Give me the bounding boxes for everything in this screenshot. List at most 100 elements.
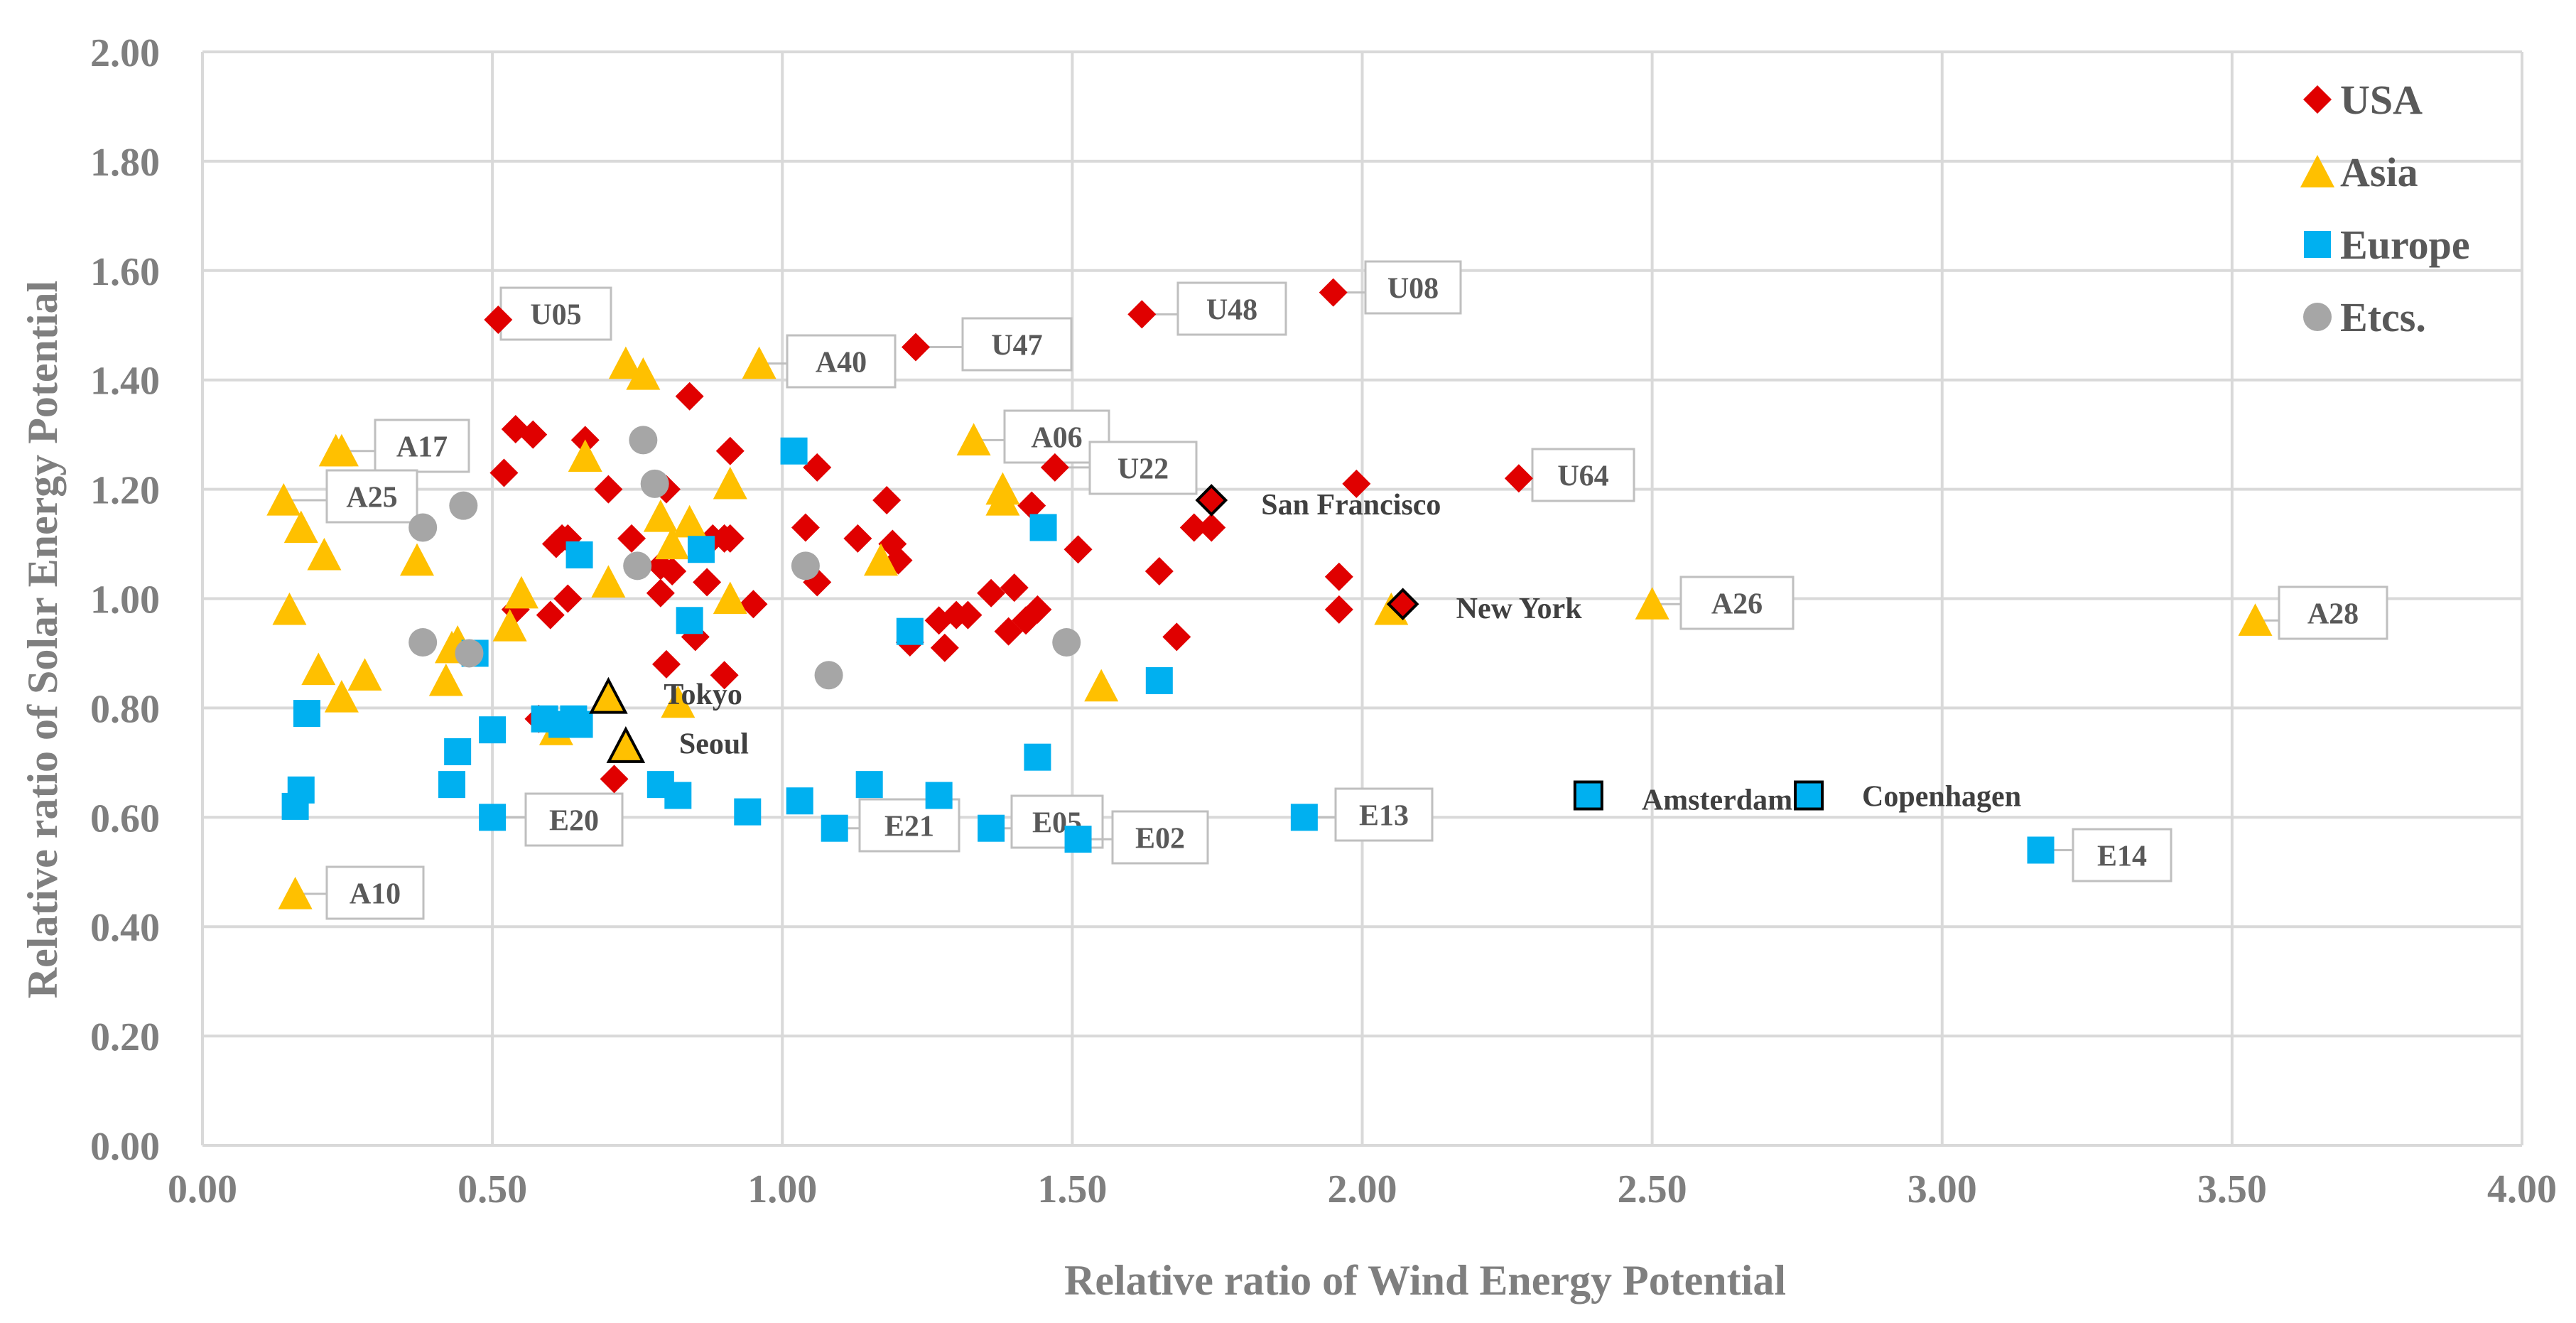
point-diamond bbox=[617, 524, 646, 553]
callout-label: U08 bbox=[1387, 273, 1439, 306]
callout-box bbox=[1176, 281, 1287, 336]
point-diamond bbox=[600, 765, 629, 794]
city-marker bbox=[1195, 484, 1228, 517]
point-triangle bbox=[266, 482, 301, 516]
point-triangle bbox=[428, 663, 463, 696]
point-diamond bbox=[872, 485, 902, 514]
point-circle bbox=[640, 469, 669, 498]
point-triangle bbox=[742, 346, 776, 379]
callout-box bbox=[325, 469, 418, 524]
callout-box bbox=[2278, 585, 2388, 640]
x-axis-title: Relative ratio of Wind Energy Potential bbox=[1064, 1257, 1786, 1304]
point-triangle bbox=[1635, 587, 1669, 620]
y-tick-label: 2.00 bbox=[90, 31, 160, 75]
y-tick-label: 0.20 bbox=[90, 1015, 160, 1059]
callout-box bbox=[786, 334, 897, 389]
point-diamond bbox=[519, 420, 548, 449]
point-triangle bbox=[713, 466, 747, 500]
callout-label: U64 bbox=[1557, 460, 1608, 493]
data-points bbox=[266, 278, 2273, 909]
point-diamond bbox=[1017, 491, 1046, 520]
point-triangle bbox=[1084, 669, 1119, 702]
series-asia bbox=[266, 346, 2273, 909]
point-square bbox=[734, 798, 762, 826]
callout-box bbox=[524, 792, 624, 847]
point-square bbox=[821, 814, 848, 842]
point-square bbox=[565, 711, 593, 738]
point-circle bbox=[1052, 628, 1081, 657]
point-triangle bbox=[608, 346, 643, 379]
callout-label: U47 bbox=[991, 330, 1042, 362]
point-circle bbox=[455, 639, 484, 668]
point-diamond bbox=[791, 513, 820, 542]
legend-marker bbox=[2303, 303, 2332, 331]
point-square bbox=[925, 782, 953, 809]
point-diamond bbox=[536, 600, 565, 630]
point-diamond bbox=[1504, 464, 1533, 493]
callout-label: A40 bbox=[816, 347, 867, 379]
point-diamond bbox=[1324, 595, 1353, 624]
callout-box bbox=[374, 418, 470, 473]
x-tick-label: 0.00 bbox=[168, 1167, 237, 1211]
point-diamond bbox=[646, 578, 675, 608]
y-tick-label: 0.40 bbox=[90, 906, 160, 950]
point-triangle bbox=[655, 526, 690, 560]
callout-box bbox=[1334, 787, 1434, 842]
callout-label: E21 bbox=[884, 811, 934, 843]
point-square bbox=[786, 787, 813, 815]
callout-box bbox=[1679, 576, 1795, 630]
point-triangle bbox=[324, 680, 359, 713]
point-square bbox=[896, 617, 924, 645]
point-triangle bbox=[568, 439, 602, 472]
grid-lines bbox=[201, 50, 2523, 1147]
annotation-callouts: U05 A40 U47 U48 U08 A17 A25 A06 U22 U64 A26 A28 E20 E… bbox=[283, 260, 2388, 920]
callout-label: U05 bbox=[530, 299, 581, 332]
callout-label: A26 bbox=[1711, 588, 1763, 621]
x-tick-label: 2.00 bbox=[1328, 1167, 1397, 1211]
point-square bbox=[780, 437, 808, 465]
point-diamond bbox=[1040, 453, 1069, 482]
point-triangle bbox=[661, 685, 696, 718]
point-square bbox=[2027, 836, 2055, 864]
y-axis-ticks: 0.00 0.20 0.40 0.60 0.80 1.00 1.20 1.40 1.60 1.80… bbox=[90, 31, 160, 1169]
y-tick-label: 0.00 bbox=[90, 1125, 160, 1169]
point-diamond bbox=[693, 568, 722, 597]
callout-label: A28 bbox=[2307, 598, 2359, 631]
legend-marker bbox=[2303, 85, 2332, 114]
point-diamond bbox=[1023, 595, 1052, 624]
callout-box bbox=[1111, 810, 1209, 865]
point-diamond bbox=[553, 584, 583, 613]
point-triangle bbox=[278, 877, 313, 909]
point-triangle bbox=[2238, 603, 2273, 636]
point-diamond bbox=[977, 578, 1006, 608]
point-diamond bbox=[1197, 513, 1226, 542]
city-marker bbox=[1386, 588, 1419, 621]
x-tick-label: 3.50 bbox=[2197, 1167, 2267, 1211]
y-tick-label: 1.00 bbox=[90, 578, 160, 622]
point-square bbox=[444, 738, 472, 765]
callout-label: U22 bbox=[1117, 453, 1169, 486]
series-europe bbox=[281, 437, 2055, 864]
point-square bbox=[479, 804, 507, 831]
point-diamond bbox=[803, 453, 832, 482]
city-label: Copenhagen bbox=[1862, 781, 2021, 814]
point-diamond bbox=[489, 458, 519, 487]
point-triangle bbox=[400, 543, 435, 576]
callout-box bbox=[499, 286, 612, 341]
x-tick-label: 4.00 bbox=[2487, 1167, 2557, 1211]
point-square bbox=[287, 776, 315, 804]
point-triangle bbox=[301, 652, 336, 686]
point-triangle bbox=[591, 565, 626, 598]
legend-label: Asia bbox=[2340, 149, 2418, 195]
callout-box bbox=[325, 865, 425, 920]
callout-label: U48 bbox=[1206, 294, 1257, 327]
city-marker bbox=[606, 725, 646, 763]
x-tick-label: 2.50 bbox=[1618, 1167, 1687, 1211]
callout-label: A25 bbox=[346, 482, 397, 514]
point-diamond bbox=[710, 661, 739, 690]
point-square bbox=[664, 782, 692, 809]
city-label: New York bbox=[1456, 593, 1583, 625]
y-tick-label: 1.80 bbox=[90, 141, 160, 185]
point-triangle bbox=[283, 510, 318, 544]
point-square bbox=[1145, 666, 1173, 694]
